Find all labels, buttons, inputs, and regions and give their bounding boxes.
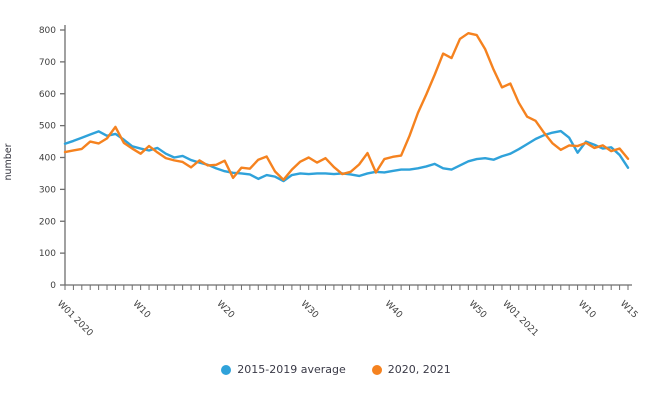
x-axis-ticks	[64, 285, 629, 290]
x-axis-labels: W01 2020 W10 W20 W30 W40 W50 W01 2021 W10 W15	[55, 299, 639, 339]
legend-label-average: 2015-2019 average	[237, 363, 346, 376]
x-tick-label: W10	[576, 299, 598, 321]
y-tick-label: 500	[39, 122, 56, 132]
y-tick-label: 0	[50, 281, 56, 291]
y-tick-label: 700	[39, 58, 56, 68]
series-line-2020-2021	[63, 31, 630, 182]
y-tick-label: 200	[39, 217, 56, 227]
x-tick-label: W15	[618, 299, 639, 320]
y-tick-label: 400	[39, 154, 56, 164]
y-tick-label: 800	[39, 26, 56, 36]
legend-dot-average-icon	[221, 364, 232, 375]
legend-item-average: 2015-2019 average	[221, 363, 346, 376]
legend-label-actual: 2020, 2021	[387, 363, 451, 376]
x-tick-label: W01 2020	[55, 299, 95, 339]
y-axis-title: number	[3, 143, 14, 180]
y-tick-label: 100	[39, 249, 56, 259]
x-tick-label: W10	[131, 299, 153, 321]
x-tick-label: W30	[299, 299, 321, 321]
chart-legend: 2015-2019 average 2020, 2021	[0, 363, 672, 376]
axes	[64, 25, 632, 286]
legend-item-actual: 2020, 2021	[371, 363, 451, 376]
y-tick-label: 300	[39, 185, 56, 195]
y-tick-label: 600	[39, 90, 56, 100]
x-tick-label: W20	[215, 299, 237, 321]
legend-dot-actual-icon	[371, 364, 382, 375]
x-tick-label: W01 2021	[500, 299, 540, 339]
x-tick-label: W40	[383, 299, 405, 321]
x-tick-label: W50	[467, 299, 489, 321]
y-axis-ticks: 0 100 200 300 400 500 600 700 800	[39, 26, 65, 291]
